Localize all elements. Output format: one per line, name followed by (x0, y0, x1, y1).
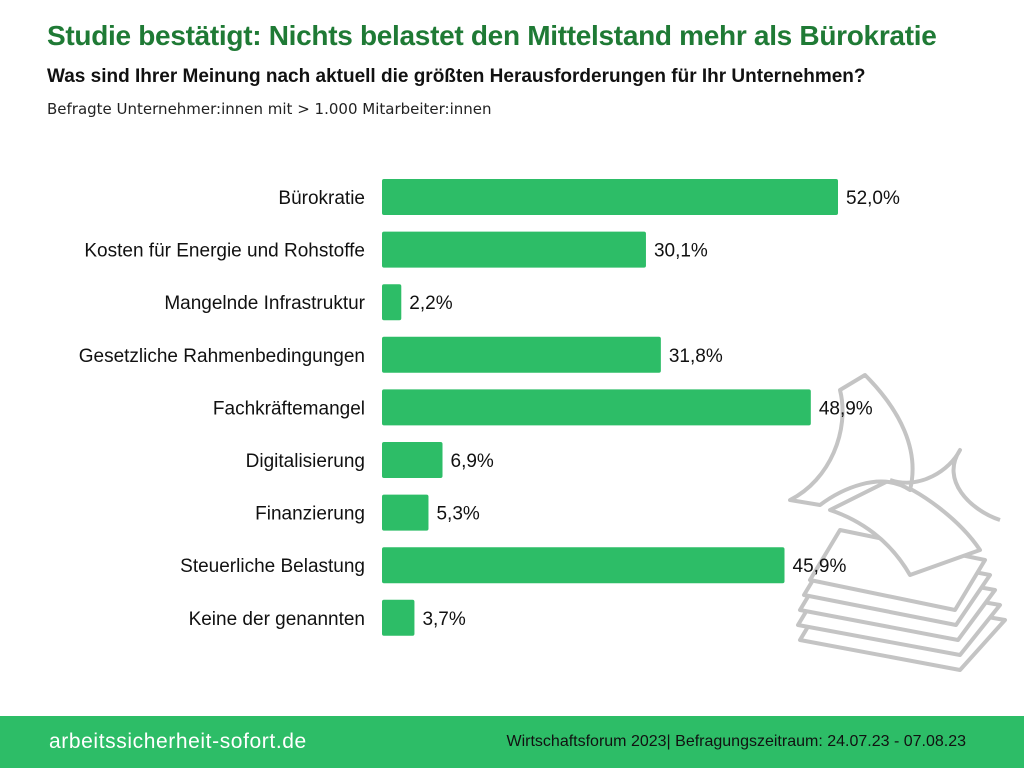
bar (382, 547, 785, 584)
category-label: Steuerliche Belastung (180, 556, 365, 577)
category-label: Keine der genannten (189, 609, 365, 630)
bar (382, 231, 646, 268)
bar (382, 442, 443, 478)
sample-note: Befragte Unternehmer:innen mit > 1.000 M… (47, 100, 492, 118)
bar (382, 336, 661, 373)
category-label: Digitalisierung (246, 451, 365, 472)
value-label: 31,8% (669, 346, 723, 367)
value-label: 5,3% (436, 504, 479, 525)
category-label: Gesetzliche Rahmenbedingungen (79, 346, 365, 367)
value-label: 45,9% (793, 556, 847, 577)
bar (382, 389, 811, 426)
value-label: 48,9% (819, 398, 873, 419)
value-label: 6,9% (451, 451, 494, 472)
category-label: Fachkräftemangel (213, 398, 365, 419)
chart-subtitle: Was sind Ihrer Meinung nach aktuell die … (47, 66, 866, 87)
bar (382, 599, 415, 636)
value-label: 3,7% (422, 609, 465, 630)
footer-source: Wirtschaftsforum 2023| Befragungszeitrau… (506, 733, 966, 750)
value-label: 2,2% (409, 293, 452, 314)
category-label: Bürokratie (278, 188, 365, 209)
paper-stack-illustration (788, 373, 1007, 672)
value-label: 30,1% (654, 241, 708, 262)
bar (382, 494, 429, 531)
category-label: Mangelnde Infrastruktur (164, 293, 365, 314)
value-label: 52,0% (846, 188, 900, 209)
bar (382, 179, 838, 215)
category-label: Finanzierung (255, 504, 365, 525)
chart-title: Studie bestätigt: Nichts belastet den Mi… (47, 20, 937, 51)
bar-chart: Bürokratie 52,0% Kosten für Energie und Ro… (79, 179, 900, 636)
bar (382, 284, 402, 321)
footer: arbeitssicherheit-sofort.de Wirtschaftsf… (0, 716, 1024, 768)
footer-website[interactable]: arbeitssicherheit-sofort.de (49, 730, 307, 753)
category-label: Kosten für Energie und Rohstoffe (84, 241, 365, 262)
